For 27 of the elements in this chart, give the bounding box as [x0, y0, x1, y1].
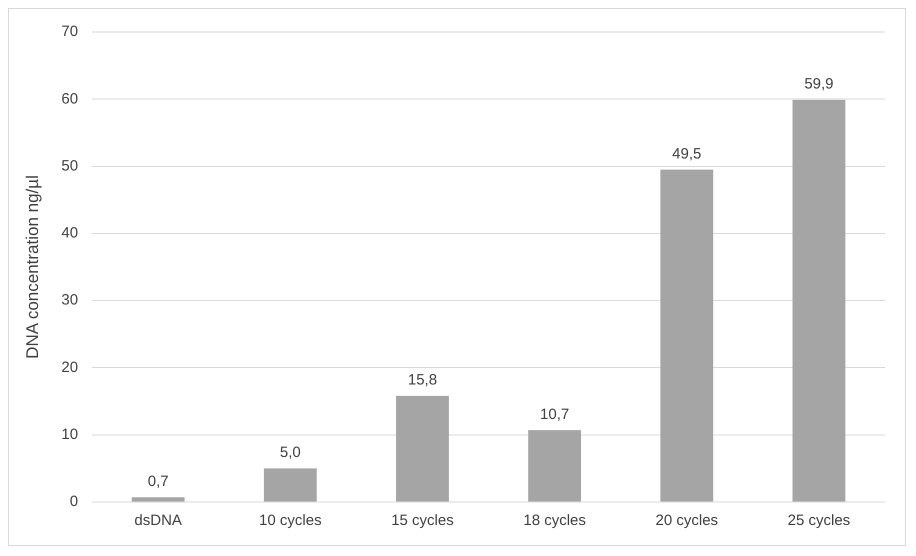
- y-tick-label: 60: [61, 90, 78, 108]
- data-label: 49,5: [672, 145, 702, 162]
- y-tick-label: 0: [70, 493, 78, 510]
- y-axis-title: DNA concentration ng/µl: [22, 175, 42, 359]
- y-tick-label: 30: [61, 292, 78, 309]
- x-tick-label: 10 cycles: [259, 512, 322, 530]
- y-tick-label: 10: [61, 426, 78, 443]
- bar: [132, 497, 185, 502]
- x-tick-label: 20 cycles: [656, 512, 718, 530]
- x-tick-label: 18 cycles: [523, 512, 586, 530]
- bar: [792, 100, 846, 502]
- x-tick-label: 25 cycles: [788, 512, 850, 530]
- y-tick-label: 50: [61, 157, 78, 174]
- bar: [264, 468, 317, 502]
- y-tick-label: 70: [61, 23, 78, 40]
- x-tick-label: dsDNA: [134, 512, 182, 530]
- y-tick-label: 20: [61, 358, 78, 376]
- data-label: 10,7: [540, 406, 570, 423]
- data-label: 5,0: [280, 444, 301, 462]
- y-tick-label: 40: [61, 224, 78, 242]
- x-tick-label: 15 cycles: [391, 512, 454, 530]
- data-label: 59,9: [804, 75, 834, 92]
- data-label: 0,7: [148, 472, 169, 490]
- bar: [396, 396, 449, 502]
- bar: [528, 430, 582, 502]
- data-label: 15,8: [408, 372, 438, 389]
- bar: [660, 170, 714, 502]
